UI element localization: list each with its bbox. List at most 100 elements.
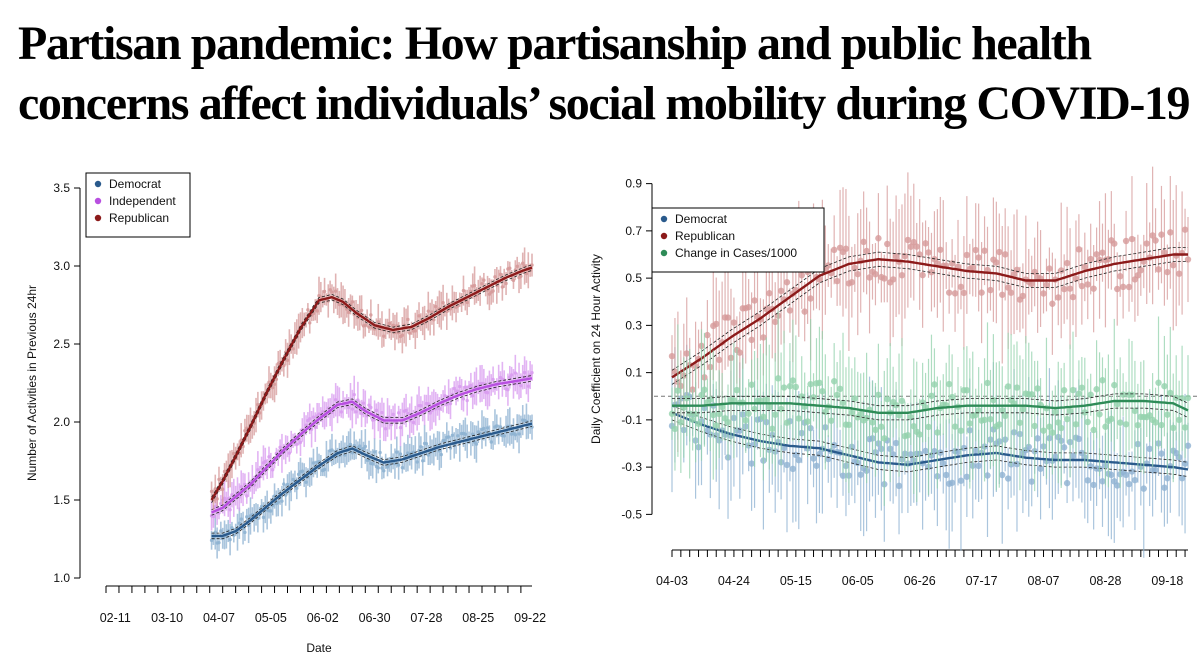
data-point bbox=[795, 415, 802, 422]
data-point bbox=[446, 435, 451, 439]
y-tick-label: 0.7 bbox=[625, 224, 642, 238]
data-point bbox=[358, 444, 362, 448]
data-point bbox=[792, 383, 800, 391]
confidence-upper bbox=[672, 393, 1189, 407]
data-point bbox=[1001, 251, 1009, 258]
data-point bbox=[1149, 232, 1156, 239]
data-point bbox=[482, 426, 486, 431]
data-point bbox=[751, 297, 758, 304]
data-point bbox=[863, 247, 870, 255]
data-point bbox=[380, 410, 384, 415]
data-point bbox=[1031, 422, 1038, 430]
data-point bbox=[228, 537, 232, 542]
data-point bbox=[298, 440, 303, 445]
data-point bbox=[1075, 390, 1083, 397]
data-point bbox=[745, 410, 752, 417]
data-point bbox=[1102, 423, 1109, 430]
data-point bbox=[1161, 484, 1168, 491]
data-point bbox=[875, 235, 882, 242]
series-republican bbox=[668, 166, 1192, 452]
data-point bbox=[461, 288, 466, 293]
data-point bbox=[839, 472, 847, 479]
data-point bbox=[371, 462, 375, 466]
data-point bbox=[810, 394, 817, 401]
data-point bbox=[972, 447, 979, 454]
data-point bbox=[450, 433, 455, 437]
headline-line-2: concerns affect individuals’ social mobi… bbox=[18, 77, 1191, 130]
data-point bbox=[424, 442, 429, 446]
data-point bbox=[367, 325, 371, 329]
data-point bbox=[1034, 385, 1041, 392]
data-point bbox=[433, 304, 438, 309]
fit-line bbox=[672, 399, 1189, 414]
data-point bbox=[848, 279, 856, 286]
data-point bbox=[282, 363, 286, 368]
data-point bbox=[274, 451, 279, 456]
data-point bbox=[1114, 285, 1121, 293]
data-point bbox=[361, 401, 366, 405]
data-point bbox=[1090, 285, 1097, 292]
data-point bbox=[408, 331, 412, 335]
data-point bbox=[428, 411, 432, 415]
data-point bbox=[713, 320, 720, 328]
data-point bbox=[1146, 445, 1153, 453]
data-point bbox=[432, 318, 436, 322]
data-point bbox=[330, 290, 334, 294]
data-point bbox=[367, 403, 371, 407]
data-point bbox=[1099, 377, 1106, 384]
data-point bbox=[395, 450, 399, 454]
data-point bbox=[928, 392, 935, 399]
data-point bbox=[689, 416, 696, 423]
data-point bbox=[1178, 475, 1186, 482]
legend-marker bbox=[660, 215, 668, 223]
data-point bbox=[495, 424, 499, 428]
data-point bbox=[220, 487, 225, 491]
x-tick-label: 08-25 bbox=[462, 611, 494, 625]
data-point bbox=[280, 499, 284, 503]
data-point bbox=[480, 282, 484, 286]
data-point bbox=[515, 264, 519, 269]
confidence-upper bbox=[211, 420, 533, 534]
data-point bbox=[848, 409, 856, 416]
data-point bbox=[1122, 471, 1130, 479]
data-point bbox=[963, 251, 971, 259]
data-point bbox=[851, 395, 859, 402]
data-point bbox=[1155, 266, 1162, 273]
data-point bbox=[1164, 268, 1171, 276]
data-point bbox=[1119, 283, 1127, 291]
data-point bbox=[211, 514, 216, 519]
data-point bbox=[1004, 284, 1012, 291]
data-point bbox=[469, 383, 473, 388]
data-point bbox=[948, 393, 956, 401]
data-point bbox=[925, 249, 932, 256]
data-point bbox=[907, 451, 915, 458]
data-point bbox=[960, 444, 968, 452]
data-point bbox=[448, 307, 453, 311]
data-point bbox=[1052, 408, 1059, 416]
data-point bbox=[1119, 391, 1127, 398]
data-point bbox=[259, 504, 264, 509]
data-point bbox=[283, 493, 288, 497]
data-point bbox=[393, 461, 397, 466]
data-point bbox=[391, 323, 395, 328]
data-point bbox=[304, 480, 308, 484]
data-point bbox=[1184, 256, 1192, 263]
data-point bbox=[1087, 255, 1094, 263]
data-point bbox=[300, 469, 305, 473]
data-point bbox=[1049, 429, 1056, 436]
data-point bbox=[1058, 424, 1065, 432]
data-point bbox=[350, 407, 355, 411]
data-point bbox=[308, 417, 312, 421]
data-point bbox=[269, 509, 273, 513]
data-point bbox=[372, 450, 377, 454]
legend-label: Democrat bbox=[675, 212, 728, 226]
data-point bbox=[215, 497, 219, 501]
data-point bbox=[934, 429, 941, 436]
data-point bbox=[760, 413, 767, 421]
data-point bbox=[483, 430, 488, 434]
data-point bbox=[1134, 272, 1142, 279]
data-point bbox=[356, 398, 360, 402]
data-point bbox=[1167, 389, 1174, 397]
data-point bbox=[972, 246, 979, 254]
data-point bbox=[1069, 293, 1077, 301]
